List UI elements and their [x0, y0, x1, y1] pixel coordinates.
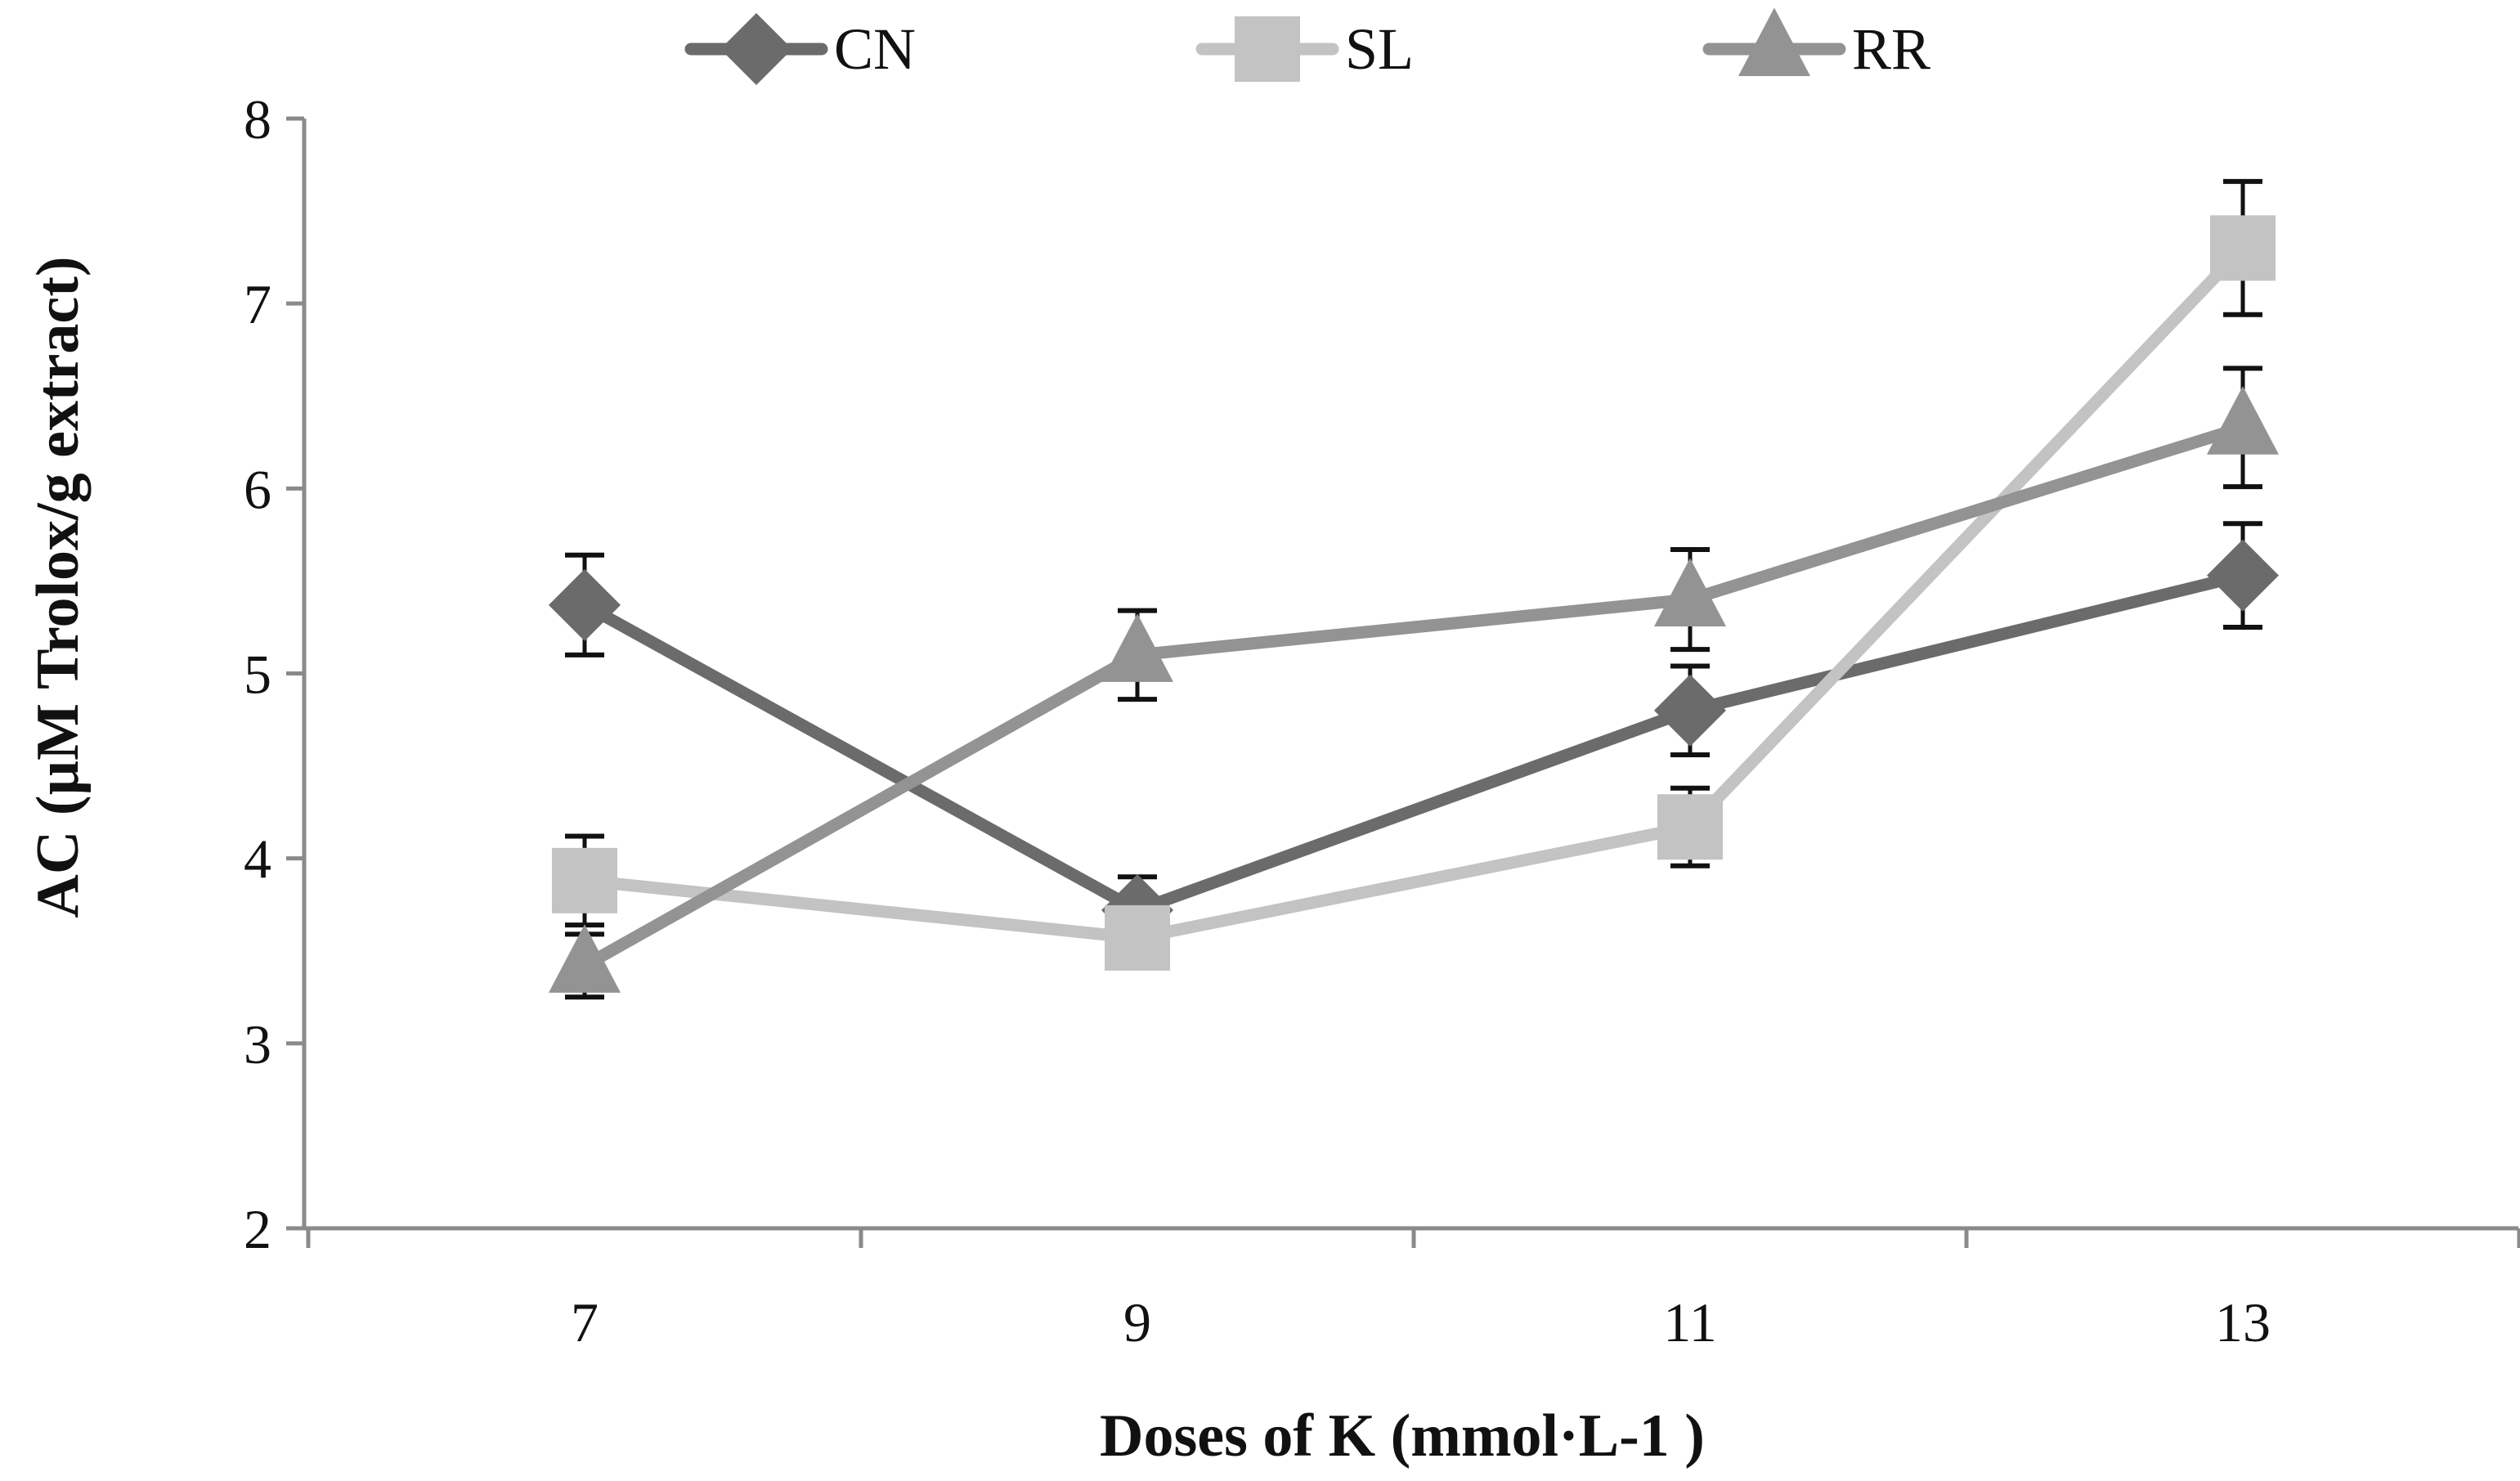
- x-axis-title: Doses of K (mmol·L-1 ): [1100, 1402, 1705, 1470]
- point-sl: [1105, 904, 1170, 971]
- point-sl: [552, 847, 617, 913]
- point-cn: [2207, 539, 2279, 612]
- error-bars: [565, 178, 2262, 1000]
- series-line-cn: [578, 569, 2249, 917]
- point-cn: [549, 568, 621, 641]
- point-rr: [549, 924, 621, 993]
- x-tick-label: 13: [2215, 1291, 2271, 1353]
- y-tick-label: 4: [244, 828, 271, 891]
- series-line-sl: [578, 241, 2249, 945]
- legend-label-cn: CN: [834, 16, 916, 82]
- point-sl: [1657, 794, 1723, 860]
- series-markers: [549, 215, 2279, 993]
- legend-marker-cn: [720, 13, 792, 85]
- y-axis-title: AC (µM Trolox/g extract): [25, 256, 92, 918]
- y-tick-label: 5: [244, 644, 271, 706]
- point-sl: [2210, 215, 2276, 281]
- y-tick-label: 6: [244, 458, 271, 520]
- legend-label-sl: SL: [1345, 16, 1414, 82]
- y-tick-label: 7: [244, 273, 271, 335]
- axes: [286, 116, 2520, 1248]
- legend-marker-sl: [1235, 16, 1300, 82]
- series-line-rr: [578, 421, 2249, 972]
- point-rr: [1101, 613, 1173, 682]
- y-tick-label: 3: [244, 1013, 271, 1075]
- legend-marker-rr: [1738, 7, 1810, 76]
- y-tick-label: 2: [244, 1198, 271, 1260]
- legend-label-rr: RR: [1852, 16, 1930, 82]
- point-rr: [1654, 558, 1726, 627]
- x-tick-label: 9: [1123, 1291, 1151, 1353]
- series-lines: [578, 241, 2249, 972]
- point-rr: [2207, 386, 2279, 455]
- point-cn: [1654, 674, 1726, 747]
- x-tick-label: 7: [571, 1291, 599, 1353]
- legend: CN SL RR: [684, 7, 1930, 85]
- y-tick-label: 8: [244, 88, 271, 150]
- x-tick-label: 11: [1663, 1291, 1716, 1353]
- tick-labels: 2 3 4 5 6 7 8 7 9 11 13: [244, 88, 2271, 1353]
